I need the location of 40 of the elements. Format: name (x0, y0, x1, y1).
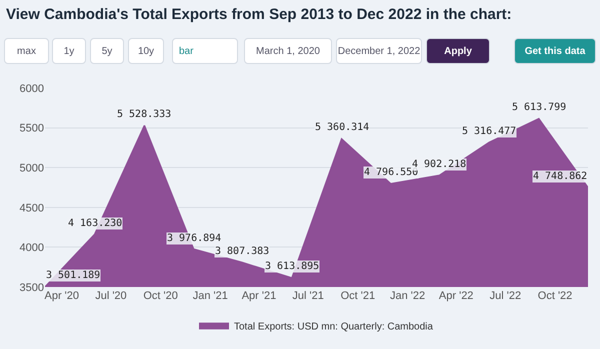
x-tick-label: Oct '21 (340, 290, 376, 302)
x-tick-label: Oct '22 (538, 290, 572, 302)
data-label: 3 807.383 (215, 246, 270, 257)
y-tick-label: 3500 (20, 282, 44, 294)
x-tick-label: Jan '22 (390, 290, 426, 302)
button: 10y (128, 38, 164, 64)
y-tick-label: 4000 (20, 242, 44, 254)
data-label: 5 316.477 (462, 126, 516, 137)
data-label: 4 796.550 (364, 167, 418, 178)
x-tick-label: Jul '21 (292, 290, 324, 302)
data-label: 5 613.799 (512, 102, 566, 113)
button: 1y (52, 38, 86, 64)
chart-type-select: bar (172, 38, 238, 64)
button: max (4, 38, 49, 64)
data-label: 4 902.218 (412, 159, 466, 170)
y-tick-label: 5000 (20, 162, 44, 174)
data-label: 4 163.230 (68, 218, 122, 229)
x-tick-label: Apr '21 (242, 290, 276, 302)
data-label: 4 748.862 (533, 171, 588, 182)
y-tick-label: 5500 (20, 122, 44, 135)
x-tick-label: Jul '22 (490, 290, 522, 302)
button: 5y (90, 38, 124, 64)
data-label: 3 501.189 (46, 270, 100, 281)
data-label: 3 976.894 (167, 233, 222, 244)
x-tick-label: Oct '20 (143, 290, 178, 302)
legend-label: Total Exports: USD mn: Quarterly: Cambodia (234, 321, 434, 332)
x-tick-label: Jan '21 (192, 290, 228, 302)
button: Get this data (514, 38, 596, 64)
button: Apply (426, 38, 490, 64)
y-tick-label: 4500 (20, 202, 44, 214)
data-label: 5 528.333 (117, 109, 172, 120)
date-field: December 1, 2022 (336, 38, 422, 64)
x-tick-label: Jul '20 (95, 290, 127, 302)
x-tick-label: Apr '20 (44, 290, 80, 302)
data-label: 5 360.314 (315, 122, 370, 133)
y-tick-label: 6000 (20, 82, 44, 95)
data-label: 3 613.895 (265, 261, 320, 272)
date-field: March 1, 2020 (244, 38, 332, 64)
x-tick-label: Apr '22 (438, 290, 474, 302)
chart-title: View Cambodia's Total Exports from Sep 2013 to Dec 2022 in the chart: (5, 5, 513, 25)
